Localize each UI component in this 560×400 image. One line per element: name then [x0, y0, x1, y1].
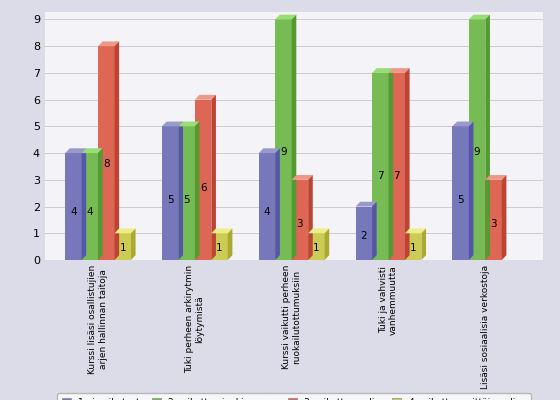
Polygon shape: [228, 228, 232, 260]
FancyBboxPatch shape: [162, 126, 179, 260]
Text: 3: 3: [490, 219, 497, 229]
Polygon shape: [389, 68, 393, 260]
FancyBboxPatch shape: [356, 206, 372, 260]
Text: 9: 9: [280, 147, 287, 157]
FancyBboxPatch shape: [82, 153, 98, 260]
Text: 1: 1: [119, 243, 126, 253]
FancyBboxPatch shape: [275, 20, 292, 260]
Polygon shape: [98, 41, 119, 46]
Polygon shape: [211, 228, 232, 233]
Text: 7: 7: [394, 171, 400, 181]
Text: 5: 5: [167, 195, 174, 205]
Polygon shape: [372, 68, 393, 73]
Polygon shape: [292, 15, 296, 260]
FancyBboxPatch shape: [114, 233, 131, 260]
Polygon shape: [405, 228, 426, 233]
FancyBboxPatch shape: [486, 180, 502, 260]
FancyBboxPatch shape: [452, 126, 469, 260]
Polygon shape: [469, 122, 474, 260]
Polygon shape: [486, 175, 506, 180]
Legend: 1 ei vaikutusta, 2 vaikuttaa jonkin verran, 3 vaikuttaa paljon, 4 vaikuttaa erit: 1 ei vaikutusta, 2 vaikuttaa jonkin verr…: [57, 394, 531, 400]
Polygon shape: [195, 95, 216, 100]
FancyBboxPatch shape: [98, 46, 114, 260]
Text: 4: 4: [70, 207, 77, 217]
FancyBboxPatch shape: [179, 126, 195, 260]
Polygon shape: [469, 15, 490, 20]
Text: 1: 1: [216, 243, 223, 253]
Text: 1: 1: [313, 243, 320, 253]
Text: 3: 3: [297, 219, 303, 229]
Text: 2: 2: [361, 231, 367, 241]
FancyBboxPatch shape: [211, 233, 228, 260]
Polygon shape: [389, 68, 409, 73]
Polygon shape: [372, 202, 377, 260]
Text: 6: 6: [200, 183, 207, 193]
Polygon shape: [325, 228, 329, 260]
Polygon shape: [82, 148, 86, 260]
FancyBboxPatch shape: [259, 153, 275, 260]
FancyBboxPatch shape: [292, 180, 308, 260]
FancyBboxPatch shape: [65, 153, 82, 260]
Polygon shape: [162, 122, 183, 126]
Text: 4: 4: [86, 207, 93, 217]
Polygon shape: [292, 175, 313, 180]
Polygon shape: [356, 202, 377, 206]
FancyBboxPatch shape: [389, 73, 405, 260]
Polygon shape: [452, 122, 474, 126]
Polygon shape: [308, 175, 313, 260]
Polygon shape: [179, 122, 183, 260]
Text: 5: 5: [183, 195, 190, 205]
FancyBboxPatch shape: [469, 20, 486, 260]
FancyBboxPatch shape: [308, 233, 325, 260]
FancyBboxPatch shape: [372, 73, 389, 260]
Polygon shape: [65, 148, 86, 153]
FancyBboxPatch shape: [195, 100, 211, 260]
Text: 4: 4: [264, 207, 270, 217]
Text: 7: 7: [377, 171, 384, 181]
Polygon shape: [98, 148, 102, 260]
Polygon shape: [179, 122, 199, 126]
Polygon shape: [502, 175, 506, 260]
Polygon shape: [275, 148, 280, 260]
Polygon shape: [308, 228, 329, 233]
Text: 8: 8: [103, 159, 110, 169]
Text: 5: 5: [458, 195, 464, 205]
Polygon shape: [114, 228, 136, 233]
FancyBboxPatch shape: [405, 233, 422, 260]
Polygon shape: [131, 228, 136, 260]
Text: 9: 9: [474, 147, 480, 157]
Polygon shape: [422, 228, 426, 260]
Polygon shape: [275, 15, 296, 20]
Text: 1: 1: [410, 243, 417, 253]
Polygon shape: [114, 41, 119, 260]
Polygon shape: [259, 148, 280, 153]
Polygon shape: [82, 148, 102, 153]
Polygon shape: [195, 122, 199, 260]
Polygon shape: [486, 15, 490, 260]
Polygon shape: [211, 95, 216, 260]
Polygon shape: [405, 68, 409, 260]
